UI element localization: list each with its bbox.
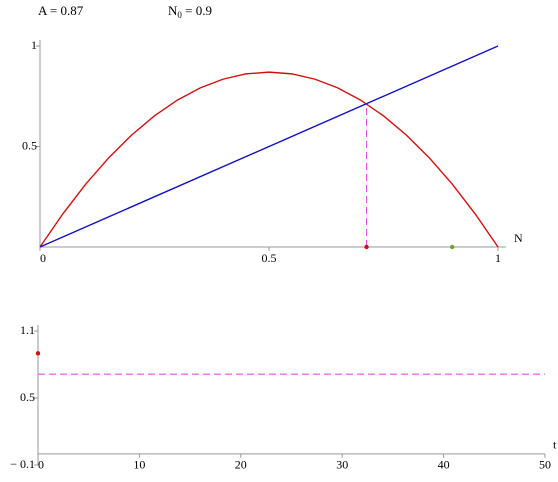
n0-value: = 0.9 (182, 3, 212, 18)
x-tick-label: 0 (40, 251, 46, 265)
x-tick-label: 1 (495, 251, 501, 265)
y-tick-label: 0.5 (20, 390, 35, 404)
y-tick-label: 1 (31, 38, 37, 52)
param-a: A = 0.87 (38, 3, 84, 18)
point (450, 244, 455, 250)
x-tick-label: 50 (539, 458, 551, 472)
x-axis-label: N (514, 231, 523, 245)
curve (39, 45, 499, 248)
x-tick-label: 10 (133, 458, 145, 472)
curve (39, 71, 499, 248)
y-tick-label: 1.1 (20, 323, 35, 337)
x-tick-label: 20 (235, 458, 247, 472)
x-axis-label: t (553, 438, 557, 452)
x-tick-label: 0 (38, 458, 44, 472)
x-tick-label: 30 (336, 458, 348, 472)
n0-base: N (168, 3, 178, 18)
x-tick-label: 0.5 (262, 251, 277, 265)
point (35, 351, 41, 356)
y-tick-label: 0.5 (22, 138, 37, 152)
point (364, 244, 369, 250)
x-tick-label: 40 (438, 458, 450, 472)
y-tick-label: − 0.1 (10, 457, 35, 471)
n0-sub: 0 (177, 10, 182, 20)
param-n0: N0 = 0.9 (168, 3, 212, 20)
